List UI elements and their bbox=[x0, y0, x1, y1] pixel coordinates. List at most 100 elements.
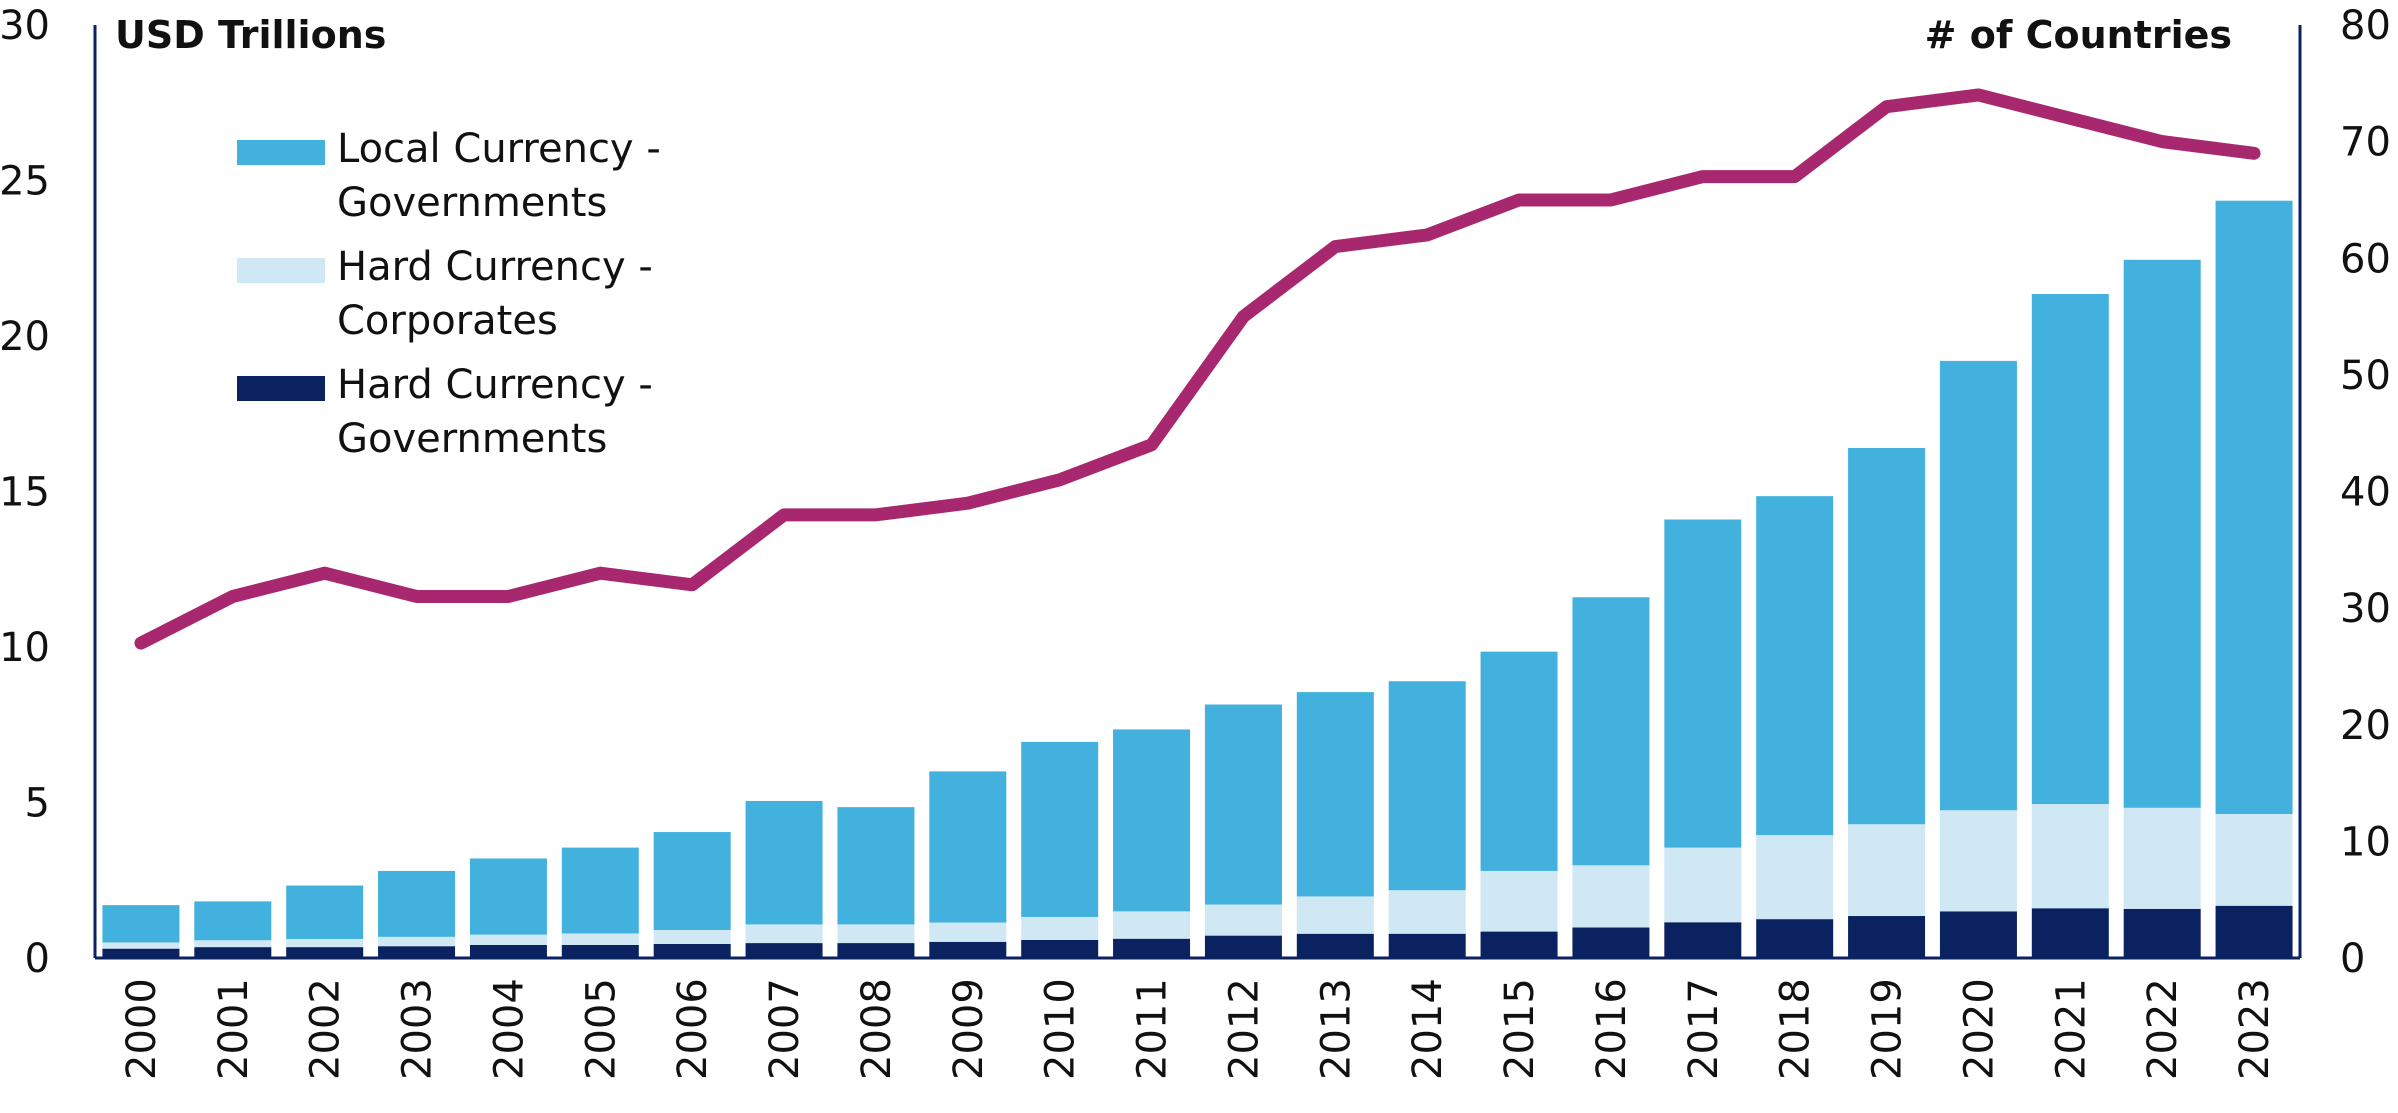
x-tick-label-2021: 2021 bbox=[2048, 978, 2094, 1080]
x-tick-label-2010: 2010 bbox=[1038, 978, 1084, 1080]
bar-segment-2002-s2 bbox=[286, 885, 364, 940]
right-tick-label-60: 60 bbox=[2340, 236, 2391, 282]
bar-segment-2018-s2 bbox=[1756, 496, 1834, 836]
legend-label-line2-0: Governments bbox=[337, 180, 607, 226]
bar-segment-2013-s2 bbox=[1296, 692, 1374, 897]
x-tick-label-2019: 2019 bbox=[1865, 978, 1911, 1080]
bar-segment-2022-s0 bbox=[2123, 908, 2201, 958]
bar-segment-2003-s2 bbox=[378, 870, 456, 937]
legend-swatch-0 bbox=[237, 140, 325, 165]
bar-segment-2014-s2 bbox=[1388, 681, 1466, 891]
bar-segment-2010-s2 bbox=[1021, 741, 1099, 917]
line-point-2009 bbox=[967, 502, 969, 504]
bar-segment-2008-s0 bbox=[837, 943, 915, 958]
x-tick-label-2000: 2000 bbox=[119, 978, 165, 1080]
bar-segment-2015-s0 bbox=[1480, 931, 1558, 958]
bar-segment-2002-s0 bbox=[286, 947, 364, 958]
bar-segment-2001-s2 bbox=[194, 901, 272, 941]
line-point-2005 bbox=[599, 572, 601, 574]
left-tick-label-15: 15 bbox=[0, 470, 50, 516]
legend-label-line1-0: Local Currency - bbox=[337, 126, 661, 172]
right-tick-label-80: 80 bbox=[2340, 3, 2391, 49]
line-point-2008 bbox=[875, 514, 877, 516]
bar-segment-2023-s1 bbox=[2215, 814, 2293, 906]
right-tick-label-0: 0 bbox=[2340, 936, 2365, 982]
bar-segment-2001-s0 bbox=[194, 947, 272, 958]
bar-segment-2017-s0 bbox=[1664, 922, 1742, 958]
bar-segment-2022-s2 bbox=[2123, 259, 2201, 808]
bar-segment-2016-s1 bbox=[1572, 865, 1650, 928]
line-point-2020 bbox=[1977, 94, 1979, 96]
bar-segment-2018-s0 bbox=[1756, 919, 1834, 959]
bar-segment-2023-s0 bbox=[2215, 905, 2293, 958]
right-tick-label-50: 50 bbox=[2340, 353, 2391, 399]
x-tick-label-2002: 2002 bbox=[303, 978, 349, 1080]
bar-segment-2012-s2 bbox=[1204, 704, 1282, 905]
bar-segment-2019-s0 bbox=[1848, 916, 1926, 958]
bar-segment-2009-s2 bbox=[929, 771, 1007, 923]
x-tick-label-2009: 2009 bbox=[946, 978, 992, 1080]
x-tick-label-2004: 2004 bbox=[486, 978, 532, 1080]
line-point-2002 bbox=[324, 572, 326, 574]
bar-segment-2019-s1 bbox=[1848, 824, 1926, 917]
line-point-2014 bbox=[1426, 234, 1428, 236]
bar-segment-2020-s0 bbox=[1939, 911, 2017, 958]
line-point-2019 bbox=[1886, 106, 1888, 108]
x-tick-label-2008: 2008 bbox=[854, 978, 900, 1080]
bar-segment-2015-s1 bbox=[1480, 870, 1558, 932]
legend-label-line1-1: Hard Currency - bbox=[337, 244, 653, 290]
line-point-2006 bbox=[691, 584, 693, 586]
x-tick-label-2016: 2016 bbox=[1589, 978, 1635, 1080]
x-tick-label-2015: 2015 bbox=[1497, 978, 1543, 1080]
line-point-2016 bbox=[1610, 199, 1612, 201]
line-point-2003 bbox=[416, 595, 418, 597]
bar-segment-2009-s0 bbox=[929, 941, 1007, 958]
bar-segment-2022-s1 bbox=[2123, 807, 2201, 909]
bar-segment-2017-s2 bbox=[1664, 519, 1742, 848]
x-tick-label-2005: 2005 bbox=[578, 978, 624, 1080]
bar-segment-2019-s2 bbox=[1848, 447, 1926, 825]
legend-swatch-1 bbox=[237, 258, 325, 283]
line-point-2013 bbox=[1334, 246, 1336, 248]
legend-label-line2-1: Corporates bbox=[337, 298, 558, 344]
line-point-2015 bbox=[1518, 199, 1520, 201]
right-tick-label-40: 40 bbox=[2340, 470, 2391, 516]
bar-segment-2000-s0 bbox=[102, 948, 180, 958]
bar-segment-2012-s0 bbox=[1204, 935, 1282, 958]
legend: Local Currency - Governments Hard Currency… bbox=[237, 126, 661, 462]
line-point-2021 bbox=[2069, 117, 2071, 119]
x-tick-label-2001: 2001 bbox=[211, 978, 257, 1080]
x-tick-label-2022: 2022 bbox=[2140, 978, 2186, 1080]
bar-segment-2006-s0 bbox=[653, 944, 731, 958]
bar-segment-2009-s1 bbox=[929, 922, 1007, 942]
line-point-2001 bbox=[232, 595, 234, 597]
bar-segment-2002-s1 bbox=[286, 939, 364, 948]
bar-segment-2007-s1 bbox=[745, 924, 823, 944]
x-tick-label-2017: 2017 bbox=[1681, 978, 1727, 1080]
bar-segment-2006-s1 bbox=[653, 930, 731, 945]
bar-segment-2007-s2 bbox=[745, 800, 823, 925]
bar-segment-2011-s2 bbox=[1113, 729, 1191, 912]
x-tick-label-2023: 2023 bbox=[2232, 978, 2278, 1080]
left-tick-label-20: 20 bbox=[0, 314, 50, 360]
bar-segment-2011-s1 bbox=[1113, 911, 1191, 939]
x-tick-label-2003: 2003 bbox=[395, 978, 441, 1080]
line-point-2018 bbox=[1794, 176, 1796, 178]
bar-segment-2006-s2 bbox=[653, 832, 731, 931]
bar-segment-2014-s1 bbox=[1388, 890, 1466, 934]
bar-segment-2021-s2 bbox=[2031, 294, 2109, 805]
left-axis-title: USD Trillions bbox=[115, 13, 386, 57]
x-tick-label-2014: 2014 bbox=[1405, 978, 1451, 1080]
bar-segment-2012-s1 bbox=[1204, 904, 1282, 936]
bar-segment-2001-s1 bbox=[194, 940, 272, 948]
right-axis-title: # of Countries bbox=[1925, 13, 2232, 57]
bar-segment-2005-s1 bbox=[561, 933, 639, 945]
line-point-2011 bbox=[1151, 444, 1153, 446]
bar-segment-2016-s2 bbox=[1572, 597, 1650, 866]
bar-segment-2003-s1 bbox=[378, 936, 456, 947]
bar-segment-2004-s1 bbox=[469, 934, 547, 945]
bar-segment-2008-s1 bbox=[837, 924, 915, 944]
line-point-2010 bbox=[1059, 479, 1061, 481]
bar-segment-2015-s2 bbox=[1480, 651, 1558, 871]
left-tick-label-30: 30 bbox=[0, 3, 50, 49]
